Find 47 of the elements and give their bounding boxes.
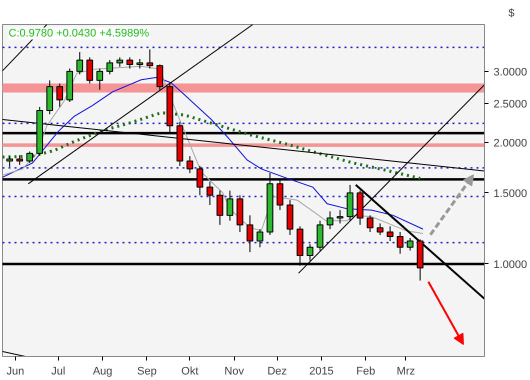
candlestick <box>326 210 334 230</box>
candlestick <box>146 48 154 69</box>
candlestick <box>56 82 64 108</box>
x-tick-label: Aug <box>92 366 112 378</box>
candlestick <box>246 214 254 253</box>
y-tick-label: 3.0000 <box>494 66 528 78</box>
candlestick <box>306 244 314 262</box>
candlestick <box>76 52 84 75</box>
candlestick <box>126 56 134 69</box>
x-tick-label: 2015 <box>309 366 334 378</box>
candlestick <box>366 214 374 233</box>
candlestick <box>16 154 24 166</box>
candlestick <box>116 56 124 68</box>
candlestick <box>316 220 324 252</box>
x-tick-label: Nov <box>224 366 244 378</box>
chart-subtitle: C:0.9780 +0.0430 +4.5989% <box>8 28 150 40</box>
x-tick-label: Jul <box>51 366 66 378</box>
candlestick <box>406 237 414 252</box>
candlestick <box>186 156 194 174</box>
y-tick-label: 1.5000 <box>494 188 528 200</box>
x-tick-label: Jun <box>6 366 24 378</box>
candlestick <box>46 80 54 115</box>
candlestick <box>136 58 144 69</box>
y-tick-label: 2.0000 <box>494 137 528 150</box>
candlestick <box>156 64 164 90</box>
candlestick <box>6 156 14 168</box>
candlestick <box>86 56 94 84</box>
candlestick <box>96 68 104 90</box>
candlestick <box>346 184 354 222</box>
line-series <box>2 111 422 180</box>
candlestick <box>396 232 404 254</box>
candlestick <box>26 150 34 164</box>
y-tick-label: 2.5000 <box>494 98 528 110</box>
candlestick <box>226 190 234 222</box>
candlestick <box>106 60 114 75</box>
y-axis-title: $ <box>508 8 515 20</box>
x-tick-label: Mrz <box>396 366 415 378</box>
x-tick-label: Sep <box>137 366 157 378</box>
candlestick <box>256 228 264 248</box>
candlestick <box>216 190 224 226</box>
y-tick-label: 1.0000 <box>494 259 528 271</box>
candlestick <box>386 226 394 242</box>
x-tick-label: Okt <box>181 366 198 378</box>
candlestick <box>376 222 384 236</box>
x-tick-label: Feb <box>356 366 376 378</box>
candlestick <box>336 210 344 224</box>
x-tick-label: Dez <box>267 366 287 378</box>
